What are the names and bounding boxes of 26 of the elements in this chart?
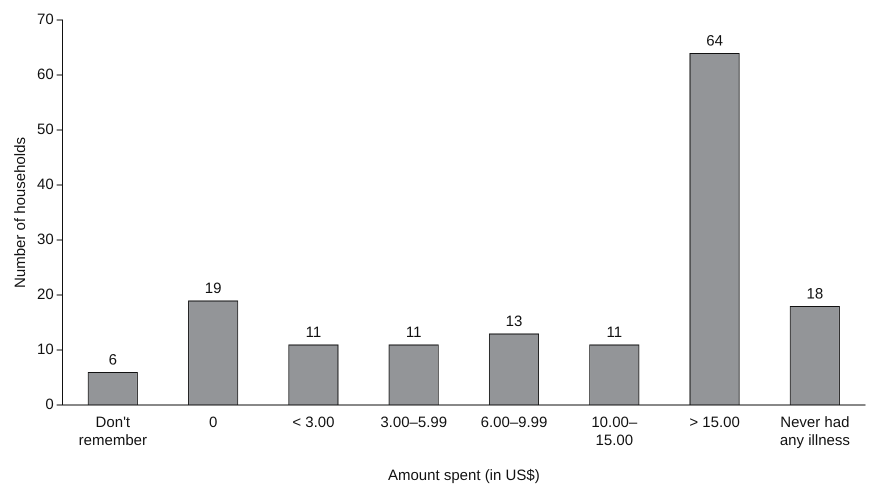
data-label: 6 [108, 352, 117, 369]
x-axis-title: Amount spent (in US$) [388, 467, 540, 484]
x-tick-label: 6.00–9.99 [480, 414, 548, 432]
y-tick-label: 0 [45, 396, 54, 414]
x-tick-label: 10.00– 15.00 [591, 414, 638, 450]
data-label: 19 [204, 280, 222, 298]
x-tick-label: 0 [208, 414, 218, 432]
y-tick-label: 50 [36, 121, 54, 138]
y-tick-label: 10 [36, 341, 54, 358]
data-label: 13 [506, 313, 522, 330]
data-label: 64 [706, 32, 723, 50]
x-tick-label: Never had any illness [780, 414, 850, 450]
x-tick-label: > 15.00 [689, 414, 740, 432]
y-tick-label: 70 [36, 11, 54, 28]
x-tick-label: 3.00–5.99 [380, 414, 448, 432]
data-label: 11 [406, 324, 422, 342]
y-tick-label: 30 [36, 231, 54, 248]
x-tick-label: < 3.00 [292, 414, 334, 432]
data-label: 11 [306, 324, 322, 342]
data-label: 11 [606, 324, 622, 342]
x-tick-label: Don't remember [78, 414, 148, 450]
y-tick-label: 20 [36, 286, 54, 304]
y-tick-label: 60 [36, 66, 54, 84]
data-label: 18 [806, 286, 824, 303]
y-tick-label: 40 [36, 176, 54, 194]
y-axis-title: Number of households [12, 137, 30, 288]
